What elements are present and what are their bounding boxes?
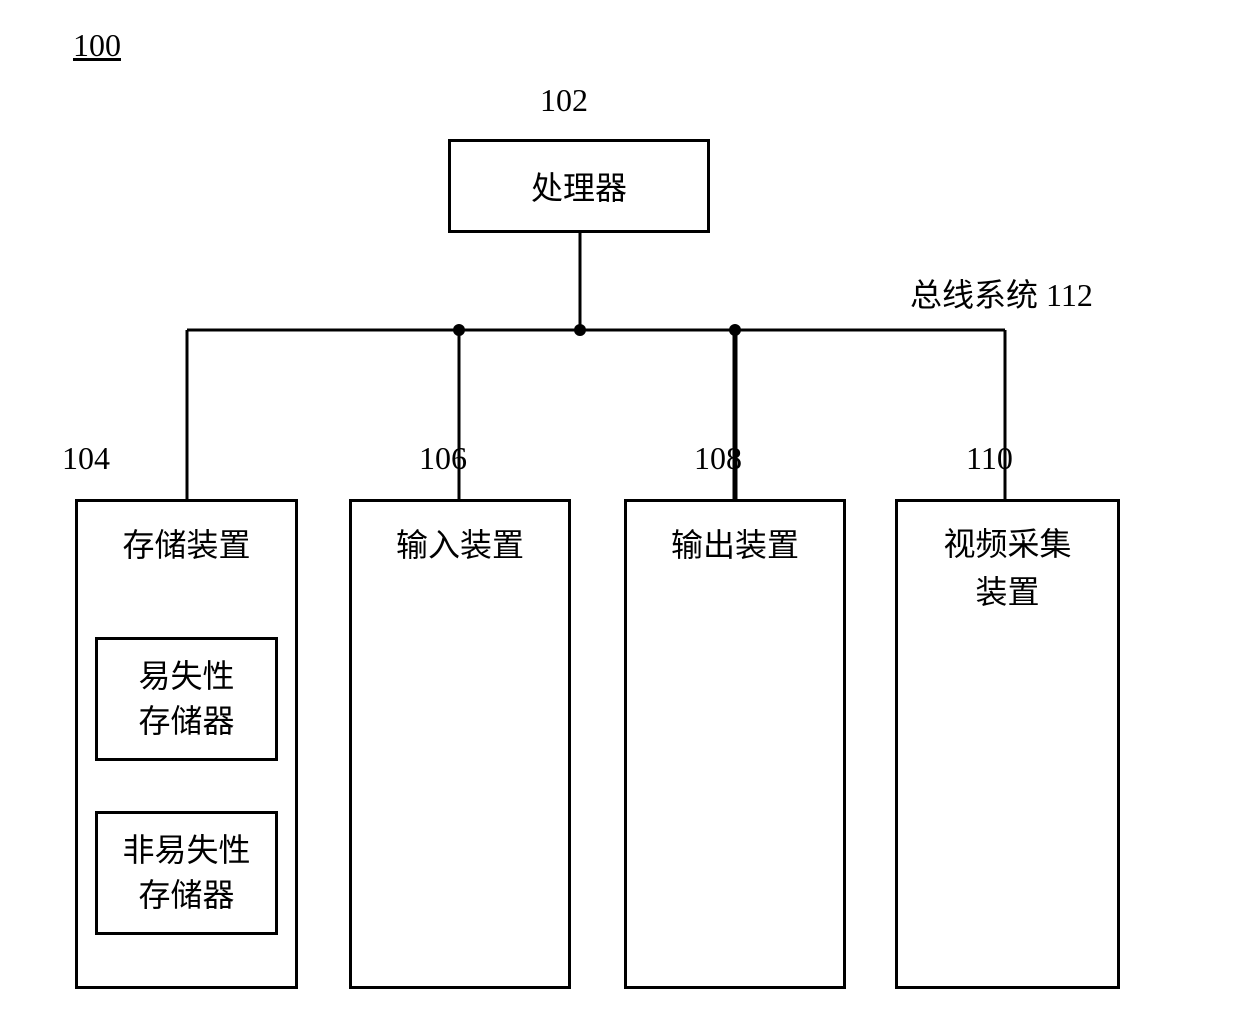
input-id: 106: [419, 440, 467, 477]
volatile-memory-block: 易失性 存储器: [95, 637, 278, 761]
output-block: 输出装置: [624, 499, 846, 989]
video-capture-block: 视频采集 装置: [895, 499, 1120, 989]
diagram-canvas: 100 总线系统 112 102 104 106 108 110 处理器 存储装…: [0, 0, 1240, 1027]
video-id: 110: [966, 440, 1013, 477]
output-label: 输出装置: [671, 520, 799, 566]
bus-system-label: 总线系统 112: [910, 270, 1093, 316]
nonvolatile-memory-label: 非易失性 存储器: [122, 828, 250, 918]
output-id: 108: [694, 440, 742, 477]
video-capture-label: 视频采集 装置: [943, 520, 1071, 616]
system-id-label: 100: [73, 27, 121, 64]
nonvolatile-memory-block: 非易失性 存储器: [95, 811, 278, 935]
storage-label: 存储装置: [122, 520, 250, 566]
processor-block: 处理器: [448, 139, 710, 233]
storage-id: 104: [62, 440, 110, 477]
processor-label: 处理器: [531, 163, 627, 209]
volatile-memory-label: 易失性 存储器: [138, 654, 234, 744]
input-block: 输入装置: [349, 499, 571, 989]
processor-id: 102: [540, 82, 588, 119]
input-label: 输入装置: [396, 520, 524, 566]
